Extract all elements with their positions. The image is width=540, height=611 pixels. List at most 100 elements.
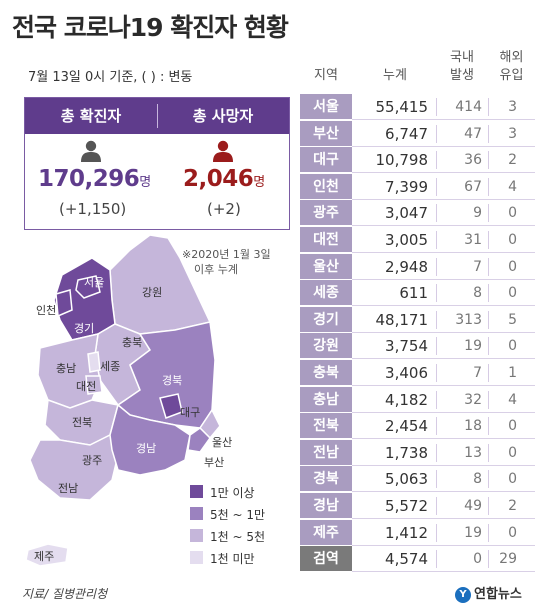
map-label-gangwon: 강원: [142, 286, 163, 299]
column-separator: [436, 364, 437, 382]
cell-total: 611: [399, 284, 428, 303]
cell-region: 전북: [300, 413, 352, 440]
cell-total: 48,171: [375, 310, 429, 329]
cell-domestic: 0: [473, 551, 482, 568]
map-label-chungnam: 충남: [56, 362, 77, 375]
cell-region: 대전: [300, 227, 352, 253]
col-header-domestic-line1: 국내: [450, 50, 474, 65]
row-divider: [352, 491, 535, 493]
publisher-logo: Y 연합뉴스: [455, 583, 522, 603]
cell-domestic: 19: [464, 524, 482, 541]
column-separator: [436, 124, 437, 143]
page-title: 전국 코로나19 확진자 현황: [12, 13, 289, 42]
row-divider: [352, 544, 535, 546]
cell-total: 3,754: [385, 337, 428, 356]
cell-region: 인천: [300, 173, 352, 200]
cell-domestic: 19: [464, 338, 482, 355]
table-row: 대전 3,005 31 0: [300, 227, 535, 253]
cell-imported: 0: [508, 285, 517, 302]
cell-domestic: 49: [464, 498, 482, 514]
row-divider: [352, 252, 535, 253]
summary-box: 총 확진자 총 사망자 170,296명 (+1,150) 2,046명 (+2…: [24, 97, 290, 230]
row-divider: [352, 198, 535, 200]
column-separator: [488, 523, 489, 542]
column-separator: [436, 257, 437, 276]
cell-imported: 2: [508, 498, 517, 514]
legend-swatch: [190, 529, 203, 542]
table-row: 인천 7,399 67 4: [300, 173, 535, 200]
cell-total: 55,415: [375, 98, 429, 116]
row-divider: [352, 518, 535, 519]
column-separator: [488, 443, 489, 462]
cell-total: 5,063: [385, 470, 428, 489]
table-row: 전북 2,454 18 0: [300, 413, 535, 440]
row-divider: [352, 464, 535, 466]
column-separator: [436, 231, 437, 249]
cell-domestic: 47: [464, 125, 482, 142]
region-jeonnam: [29, 433, 119, 501]
map-label-seoul: 서울: [84, 276, 105, 289]
row-divider: [352, 119, 535, 120]
cell-region: 경남: [300, 493, 352, 519]
cell-region: 충북: [300, 360, 352, 386]
table-row: 경기 48,171 313 5: [300, 306, 535, 333]
cell-domestic: 8: [473, 285, 482, 302]
cell-region: 경북: [300, 466, 352, 493]
cell-domestic: 7: [473, 258, 482, 275]
table-row: 충북 3,406 7 1: [300, 360, 535, 386]
deaths-total: 2,046명: [183, 166, 265, 192]
cell-region: 제주: [300, 519, 352, 546]
map-label-gwangju: 광주: [82, 454, 103, 467]
person-icon: [81, 140, 101, 162]
column-separator: [488, 337, 489, 356]
cell-imported: 0: [508, 258, 517, 275]
cell-domestic: 32: [464, 391, 482, 408]
column-separator: [488, 231, 489, 249]
cell-domestic: 313: [455, 311, 482, 328]
region-incheon: [55, 289, 73, 318]
legend-item: 1만 이상: [190, 482, 310, 502]
cell-total: 6,747: [385, 124, 428, 143]
table-row: 부산 6,747 47 3: [300, 120, 535, 147]
column-separator: [488, 497, 489, 515]
cell-domestic: 36: [464, 152, 482, 169]
table-row: 제주 1,412 19 0: [300, 519, 535, 546]
source-credit: 지료/ 질병관리청: [22, 587, 108, 601]
table-row: 전남 1,738 13 0: [300, 439, 535, 466]
confirmed-label: 총 확진자: [60, 107, 122, 125]
column-separator: [436, 284, 437, 303]
row-divider: [352, 571, 535, 573]
deaths-change: (+2): [207, 200, 241, 218]
col-header-total: 누계: [383, 68, 407, 83]
cell-imported: 0: [508, 418, 517, 435]
cell-imported: 5: [508, 311, 517, 328]
cell-total: 3,005: [385, 231, 428, 249]
row-divider: [352, 385, 535, 386]
table-header: 지역 누계 국내 발생 해외 유입: [300, 46, 535, 92]
region-daejeon: [85, 375, 103, 395]
cell-imported: 3: [508, 125, 517, 142]
cell-imported: 3: [508, 99, 517, 115]
column-separator: [436, 443, 437, 462]
table-row: 검역 4,574 0 29: [300, 546, 535, 573]
table-row: 광주 3,047 9 0: [300, 200, 535, 227]
legend-item: 1천 ~ 5천: [190, 526, 310, 546]
column-separator: [488, 550, 489, 569]
cell-domestic: 9: [473, 205, 482, 222]
column-separator: [436, 177, 437, 196]
legend-swatch: [190, 485, 203, 498]
region-seoul: [75, 275, 101, 299]
confirmed-total-value: 170,296: [38, 166, 140, 192]
row-divider: [352, 438, 535, 440]
cell-total: 2,948: [385, 257, 428, 276]
region-gyeongnam: [109, 403, 191, 476]
column-separator: [436, 98, 437, 116]
table-row: 대구 10,798 36 2: [300, 147, 535, 174]
table-row: 세종 611 8 0: [300, 280, 535, 307]
table-row: 경북 5,063 8 0: [300, 466, 535, 493]
cell-region: 경기: [300, 306, 352, 333]
publisher-name: 연합뉴스: [474, 587, 522, 602]
legend-label: 5천 ~ 1만: [210, 508, 266, 522]
map-note: ※2020년 1월 3일 이후 누계: [182, 247, 271, 277]
summary-header: 총 확진자 총 사망자: [25, 98, 289, 134]
